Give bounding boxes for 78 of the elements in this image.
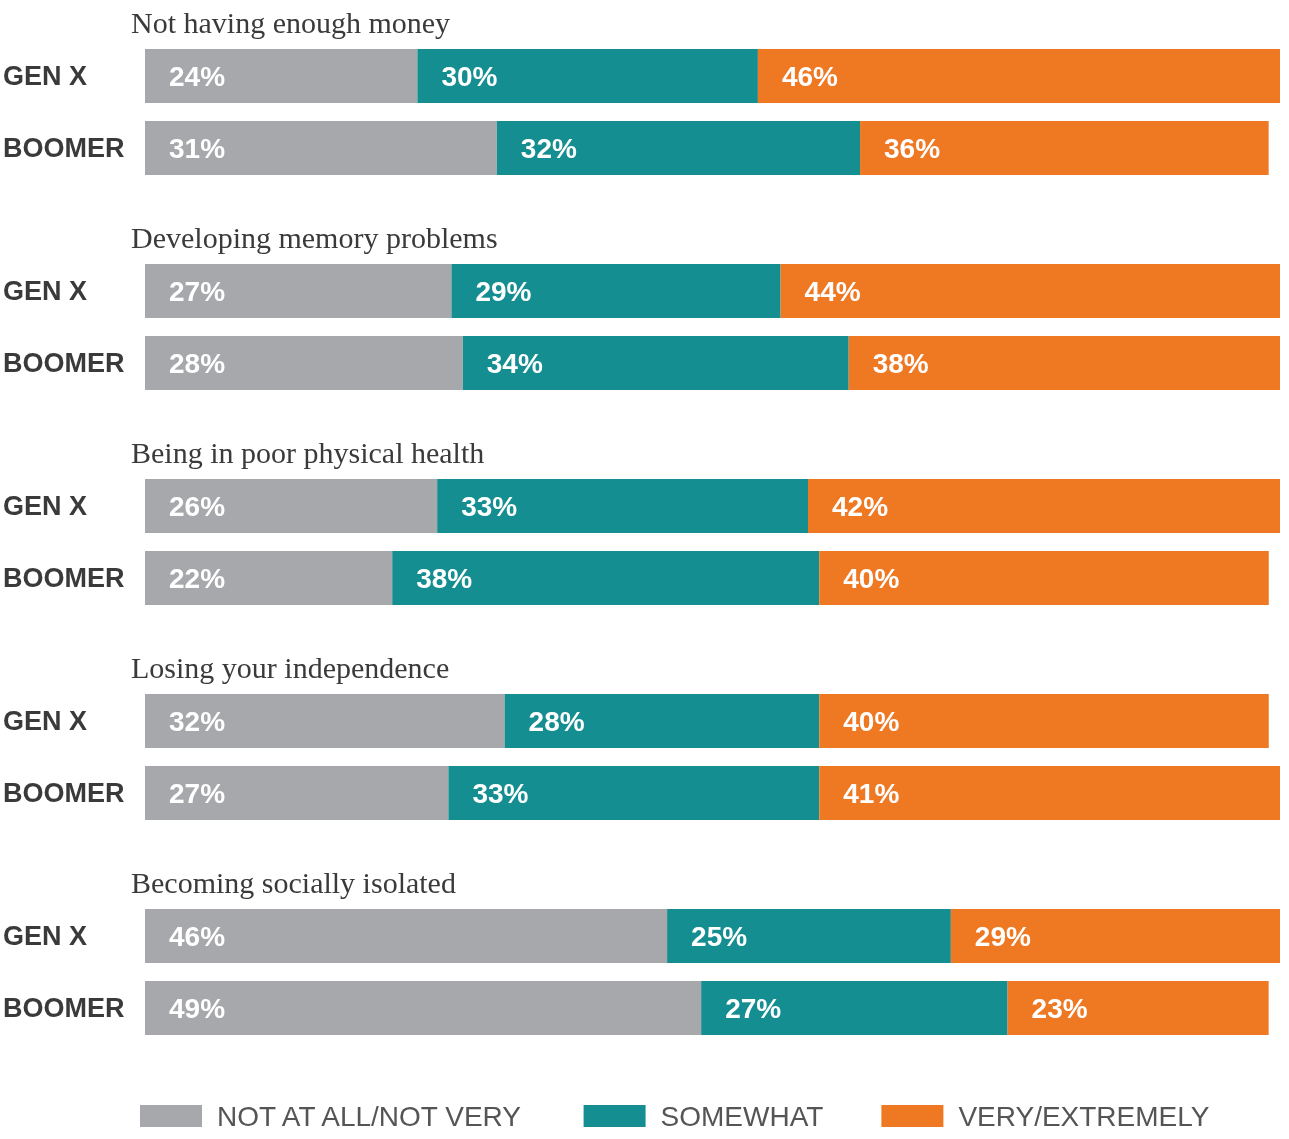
- bar: [145, 981, 702, 1035]
- bar: [451, 264, 781, 318]
- bar: [808, 479, 1280, 533]
- bar: [819, 766, 1280, 820]
- y-tick-label: BOOMER: [3, 993, 125, 1023]
- bar: [504, 694, 820, 748]
- data-label: 32%: [169, 705, 226, 737]
- bar: [145, 551, 393, 605]
- data-label: 26%: [169, 490, 226, 522]
- data-label: 29%: [475, 275, 532, 307]
- bar: [462, 336, 849, 390]
- bar: [757, 49, 1280, 103]
- bar: [392, 551, 820, 605]
- chart-title: Not having enough money: [131, 5, 451, 39]
- data-label: 24%: [169, 60, 226, 92]
- data-label: 31%: [169, 132, 226, 164]
- bar: [448, 766, 820, 820]
- data-label: 46%: [169, 920, 226, 952]
- data-label: 46%: [781, 60, 839, 92]
- bar: [145, 121, 497, 175]
- y-tick-label: BOOMER: [3, 348, 125, 378]
- bar: [417, 49, 758, 103]
- data-label: 28%: [528, 705, 585, 737]
- data-label: 38%: [872, 347, 929, 379]
- data-label: 27%: [725, 992, 782, 1024]
- data-label: 32%: [520, 132, 577, 164]
- data-label: 25%: [691, 920, 748, 952]
- data-label: 34%: [486, 347, 543, 379]
- data-label: 33%: [461, 490, 518, 522]
- chart-title: Being in poor physical health: [131, 435, 485, 469]
- bar: [145, 336, 463, 390]
- data-label: 40%: [843, 705, 900, 737]
- data-label: 33%: [472, 777, 529, 809]
- data-label: 27%: [169, 777, 226, 809]
- data-label: 28%: [169, 347, 226, 379]
- data-label: 40%: [843, 562, 900, 594]
- chart-title: Developing memory problems: [131, 220, 498, 254]
- y-tick-label: BOOMER: [3, 133, 125, 163]
- y-tick-label: GEN X: [3, 921, 88, 951]
- legend-label: NOT AT ALL/NOT VERY: [217, 1100, 522, 1132]
- bar: [819, 694, 1269, 748]
- data-label: 29%: [974, 920, 1031, 952]
- bar: [1007, 981, 1269, 1035]
- data-label: 41%: [843, 777, 900, 809]
- y-tick-label: GEN X: [3, 61, 88, 91]
- data-label: 22%: [169, 562, 226, 594]
- bar: [819, 551, 1269, 605]
- data-label: 36%: [884, 132, 941, 164]
- bar: [701, 981, 1008, 1035]
- data-label: 49%: [169, 992, 226, 1024]
- data-label: 42%: [832, 490, 889, 522]
- y-tick-label: GEN X: [3, 276, 88, 306]
- data-label: 27%: [169, 275, 226, 307]
- y-tick-label: BOOMER: [3, 778, 125, 808]
- bar: [496, 121, 861, 175]
- chart-title: Becoming socially isolated: [131, 865, 456, 899]
- bar: [950, 909, 1280, 963]
- legend-label: VERY/EXTREMELY: [958, 1100, 1210, 1132]
- bar: [145, 49, 418, 103]
- data-label: 30%: [441, 60, 498, 92]
- chart-title: Losing your independence: [131, 650, 450, 684]
- bar: [145, 766, 449, 820]
- bar: [780, 264, 1280, 318]
- data-label: 44%: [804, 275, 861, 307]
- data-label: 38%: [416, 562, 473, 594]
- bar: [437, 479, 809, 533]
- bar: [860, 121, 1269, 175]
- y-tick-label: BOOMER: [3, 563, 125, 593]
- y-tick-label: GEN X: [3, 706, 88, 736]
- data-label: 23%: [1031, 992, 1088, 1024]
- bar: [145, 909, 668, 963]
- bar: [145, 264, 452, 318]
- y-tick-label: GEN X: [3, 491, 88, 521]
- bar: [145, 694, 505, 748]
- bar: [145, 479, 438, 533]
- bar: [667, 909, 951, 963]
- bar: [848, 336, 1280, 390]
- legend-label: SOMEWHAT: [660, 1100, 824, 1132]
